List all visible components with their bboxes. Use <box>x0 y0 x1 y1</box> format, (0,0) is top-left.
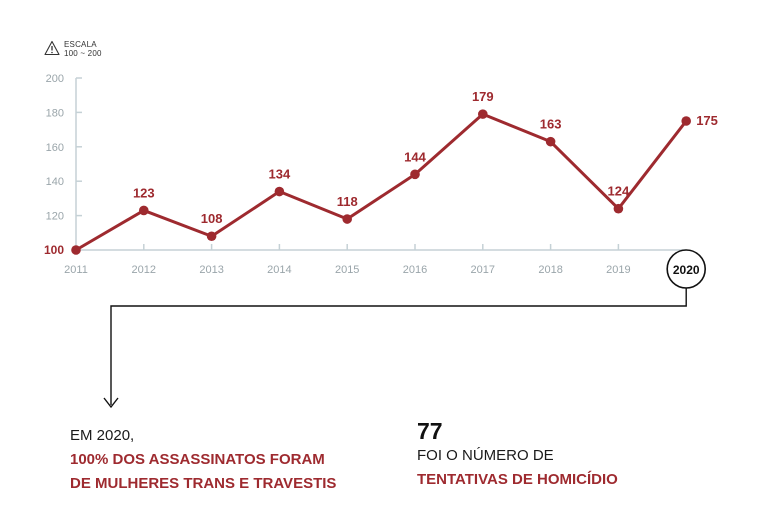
data-label: 179 <box>472 89 494 104</box>
data-point <box>71 245 81 255</box>
x-tick-label: 2015 <box>335 264 359 276</box>
right-line-2: TENTATIVAS DE HOMICÍDIO <box>417 471 618 488</box>
data-label: 123 <box>133 185 155 200</box>
connector-line <box>110 288 687 405</box>
data-label: 108 <box>201 211 223 226</box>
data-point <box>681 116 691 126</box>
data-point <box>274 186 285 197</box>
x-tick-label: 2017 <box>471 264 495 276</box>
y-tick-label: 140 <box>46 176 64 188</box>
x-tick-label: 2019 <box>606 264 630 276</box>
left-text-block: EM 2020, 100% DOS ASSASSINATOS FORAM DE … <box>70 424 336 496</box>
data-label: 124 <box>608 184 630 199</box>
data-label: 134 <box>269 167 291 182</box>
data-point <box>342 214 353 224</box>
left-line-2: 100% DOS ASSASSINATOS FORAM <box>70 451 325 468</box>
x-tick-label: 2014 <box>267 264 291 276</box>
x-tick-label: 2012 <box>132 264 156 276</box>
y-tick-label: 120 <box>46 211 64 223</box>
scale-note: ESCALA 100 ~ 200 <box>44 40 102 58</box>
data-label: 163 <box>540 117 562 132</box>
data-point <box>478 109 488 119</box>
data-label: 118 <box>337 194 358 209</box>
y-tick-label: 200 <box>46 73 64 85</box>
y-tick-label: 160 <box>46 142 64 154</box>
series-line <box>75 112 688 252</box>
x-tick-label: 2020 <box>673 263 700 277</box>
arrow-down-icon <box>103 397 119 409</box>
scale-label: ESCALA <box>64 40 97 49</box>
attempts-number: 77 <box>417 418 443 444</box>
data-point <box>139 205 149 216</box>
data-point <box>613 203 624 214</box>
warning-icon <box>44 40 60 56</box>
y-tick-label: 180 <box>46 107 64 119</box>
x-tick-label: 2018 <box>538 264 562 276</box>
left-line-1: EM 2020, <box>70 427 135 444</box>
y-tick-label: 100 <box>44 243 64 257</box>
data-point <box>206 231 217 242</box>
data-point <box>545 136 556 147</box>
x-tick-label: 2013 <box>199 264 223 276</box>
data-label: 175 <box>696 113 718 128</box>
x-tick-label: 2016 <box>403 264 427 276</box>
scale-range: 100 ~ 200 <box>64 49 102 58</box>
right-text-block: 77 FOI O NÚMERO DE TENTATIVAS DE HOMICÍD… <box>417 418 618 492</box>
data-point <box>410 169 420 180</box>
data-label: 144 <box>404 149 426 164</box>
right-line-1: FOI O NÚMERO DE <box>417 447 554 464</box>
left-line-3: DE MULHERES TRANS E TRAVESTIS <box>70 475 337 492</box>
x-tick-label: 2011 <box>64 264 88 276</box>
